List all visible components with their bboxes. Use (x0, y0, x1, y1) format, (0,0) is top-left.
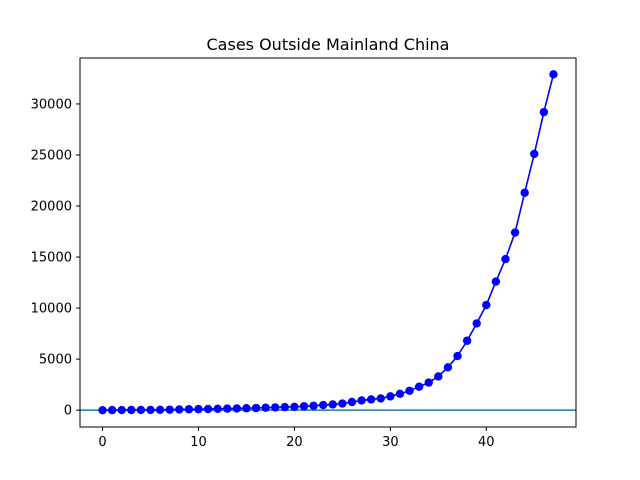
y-tick-label: 0 (64, 404, 72, 419)
data-point (434, 372, 443, 381)
data-point (338, 399, 347, 408)
data-point (271, 403, 280, 412)
data-point (242, 404, 251, 413)
data-point (539, 107, 549, 117)
data-point (309, 401, 318, 410)
data-point (405, 386, 414, 395)
data-point (328, 400, 337, 409)
data-point (184, 405, 194, 414)
data-point (366, 395, 376, 404)
plot-background (80, 58, 576, 427)
data-point (395, 389, 405, 399)
data-point (520, 188, 529, 197)
x-tick-label: 40 (478, 435, 495, 450)
data-point (290, 402, 299, 411)
data-point (482, 300, 491, 310)
data-point (453, 351, 462, 361)
y-tick-label: 20000 (31, 200, 72, 215)
data-point (175, 405, 184, 414)
data-point (213, 404, 222, 414)
data-point (117, 405, 126, 415)
axes-layer: 0 10 20 30 40 0 5000 10000 15000 20000 25000 30000 (31, 57, 577, 450)
data-point (194, 404, 203, 414)
data-point (376, 394, 385, 403)
y-tick-label: 25000 (31, 148, 72, 163)
data-point (319, 400, 328, 410)
y-tick-label: 30000 (31, 97, 72, 112)
data-point (98, 405, 107, 415)
data-point (165, 405, 174, 414)
data-point (424, 378, 433, 387)
x-tick-label: 10 (190, 435, 207, 450)
data-point (549, 70, 558, 79)
data-point (299, 402, 309, 411)
y-tick-label: 10000 (31, 302, 72, 317)
data-point (347, 397, 357, 407)
data-point (280, 402, 290, 412)
data-point (223, 404, 232, 413)
data-point (386, 392, 395, 401)
data-point (462, 336, 472, 345)
series-layer (98, 70, 558, 415)
data-point (251, 403, 261, 413)
data-point (136, 405, 146, 415)
data-point (357, 396, 366, 405)
x-tick-label: 30 (382, 435, 399, 450)
data-point (443, 363, 453, 372)
data-point (203, 404, 213, 414)
data-point (232, 404, 242, 413)
x-tick-label: 20 (286, 435, 303, 450)
data-point (510, 228, 520, 237)
data-point (414, 382, 424, 391)
data-point (146, 405, 155, 415)
axes-frame (79, 57, 577, 428)
data-point (530, 149, 539, 159)
data-point (261, 403, 270, 412)
y-tick-label: 15000 (31, 251, 72, 266)
data-point (501, 254, 510, 264)
data-point (107, 405, 117, 415)
data-point (472, 319, 481, 328)
data-point (155, 405, 165, 415)
chart-title: Cases Outside Mainland China (207, 35, 450, 54)
x-tick-label: 0 (98, 435, 106, 450)
data-point (491, 277, 501, 286)
data-point (127, 405, 136, 415)
y-tick-label: 5000 (39, 353, 72, 368)
